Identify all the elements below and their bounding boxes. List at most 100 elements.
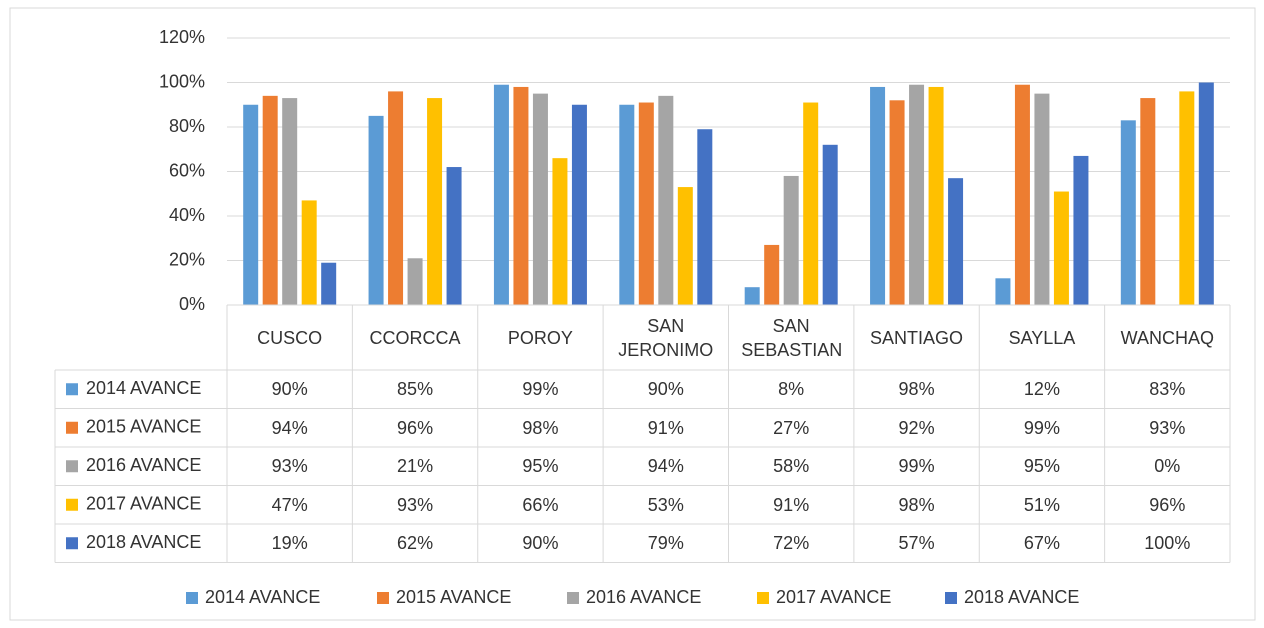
bar — [532, 93, 548, 305]
bar — [368, 115, 384, 305]
y-tick-label: 80% — [169, 116, 205, 136]
bar — [803, 102, 819, 306]
data-label-cell: 94% — [603, 447, 728, 486]
bar — [889, 100, 905, 305]
table-legend-key — [66, 498, 78, 511]
data-label-cell: 98% — [854, 486, 979, 525]
table-series-name: 2017 AVANCE — [86, 494, 201, 514]
table-legend-key — [66, 537, 78, 550]
data-label: 90% — [647, 379, 684, 400]
bar — [1120, 120, 1136, 305]
bar — [1073, 155, 1089, 305]
y-tick-label: 20% — [169, 249, 205, 269]
bar — [282, 98, 298, 305]
data-label: 27% — [773, 417, 810, 438]
data-label-cell: 93% — [227, 447, 352, 486]
data-label-cell: 83% — [1105, 370, 1230, 409]
data-label-cell: 90% — [478, 524, 603, 563]
data-label-cell: 51% — [979, 486, 1104, 525]
data-label: 95% — [1023, 456, 1060, 477]
data-label: 94% — [647, 456, 684, 477]
legend-label: 2014 AVANCE — [205, 587, 320, 607]
bar — [995, 278, 1011, 305]
data-label: 94% — [271, 417, 308, 438]
data-label-cell: 12% — [979, 370, 1104, 409]
data-label-cell: 72% — [729, 524, 854, 563]
bar — [1034, 93, 1050, 305]
data-label-cell: 94% — [227, 409, 352, 448]
table-legend-key — [66, 383, 78, 396]
data-label-cell: 98% — [854, 370, 979, 409]
bar — [1179, 91, 1195, 306]
data-label: 67% — [1023, 533, 1060, 554]
data-label-cell: 99% — [979, 409, 1104, 448]
category-label-cell: WANCHAQ — [1105, 305, 1230, 370]
bar — [909, 84, 925, 305]
data-label: 96% — [397, 417, 434, 438]
data-label: 83% — [1149, 379, 1186, 400]
category-label-cell: POROY — [478, 305, 603, 370]
data-label: 90% — [271, 379, 308, 400]
table-legend-key — [66, 421, 78, 434]
legend-key — [186, 592, 198, 604]
data-label: 19% — [271, 533, 308, 554]
data-label: 79% — [647, 533, 684, 554]
data-label-cell: 90% — [227, 370, 352, 409]
data-label-cell: 95% — [478, 447, 603, 486]
data-label: 99% — [1023, 417, 1060, 438]
bar — [1014, 84, 1030, 305]
data-label: 12% — [1023, 379, 1060, 400]
data-label-cell: 53% — [603, 486, 728, 525]
data-label: 92% — [898, 417, 935, 438]
bar — [619, 104, 635, 305]
data-label-cell: 57% — [854, 524, 979, 563]
data-label: 99% — [522, 379, 559, 400]
legend-label: 2016 AVANCE — [586, 587, 701, 607]
category-label: SAN JERONIMO — [618, 315, 714, 360]
data-label: 72% — [773, 533, 810, 554]
category-label: SANTIAGO — [870, 327, 964, 348]
legend-label: 2015 AVANCE — [396, 587, 511, 607]
bar — [407, 258, 423, 305]
y-tick-label: 40% — [169, 205, 205, 225]
data-label: 100% — [1144, 533, 1191, 554]
bar — [388, 91, 404, 306]
data-label-cell: 99% — [854, 447, 979, 486]
bar — [638, 102, 654, 306]
data-label: 58% — [773, 456, 810, 477]
data-label: 0% — [1154, 456, 1181, 477]
bar — [243, 104, 259, 305]
data-label: 93% — [397, 494, 434, 515]
legend-key — [945, 592, 957, 604]
bar — [427, 98, 443, 305]
bar — [764, 244, 780, 305]
bar — [513, 86, 529, 305]
data-label-cell: 90% — [603, 370, 728, 409]
y-tick-label: 120% — [159, 27, 205, 47]
bar — [552, 158, 568, 305]
legend-label: 2018 AVANCE — [964, 587, 1079, 607]
table-series-name: 2016 AVANCE — [86, 455, 201, 475]
bar — [744, 287, 760, 305]
data-label: 8% — [778, 379, 805, 400]
data-label-cell: 95% — [979, 447, 1104, 486]
bar — [697, 129, 713, 305]
bar — [870, 86, 886, 305]
data-label: 57% — [898, 533, 935, 554]
category-label: CCORCCA — [369, 327, 461, 348]
data-label-cell: 93% — [352, 486, 477, 525]
y-tick-label: 0% — [179, 294, 205, 314]
legend-key — [567, 592, 579, 604]
data-label-cell: 92% — [854, 409, 979, 448]
bar — [1198, 82, 1214, 305]
data-label: 47% — [271, 494, 308, 515]
bar — [1140, 98, 1156, 305]
table-series-name: 2018 AVANCE — [86, 532, 201, 552]
bar — [493, 84, 509, 305]
data-label: 98% — [898, 494, 935, 515]
table-series-name: 2015 AVANCE — [86, 417, 201, 437]
data-label-cell: 67% — [979, 524, 1104, 563]
data-label-cell: 62% — [352, 524, 477, 563]
